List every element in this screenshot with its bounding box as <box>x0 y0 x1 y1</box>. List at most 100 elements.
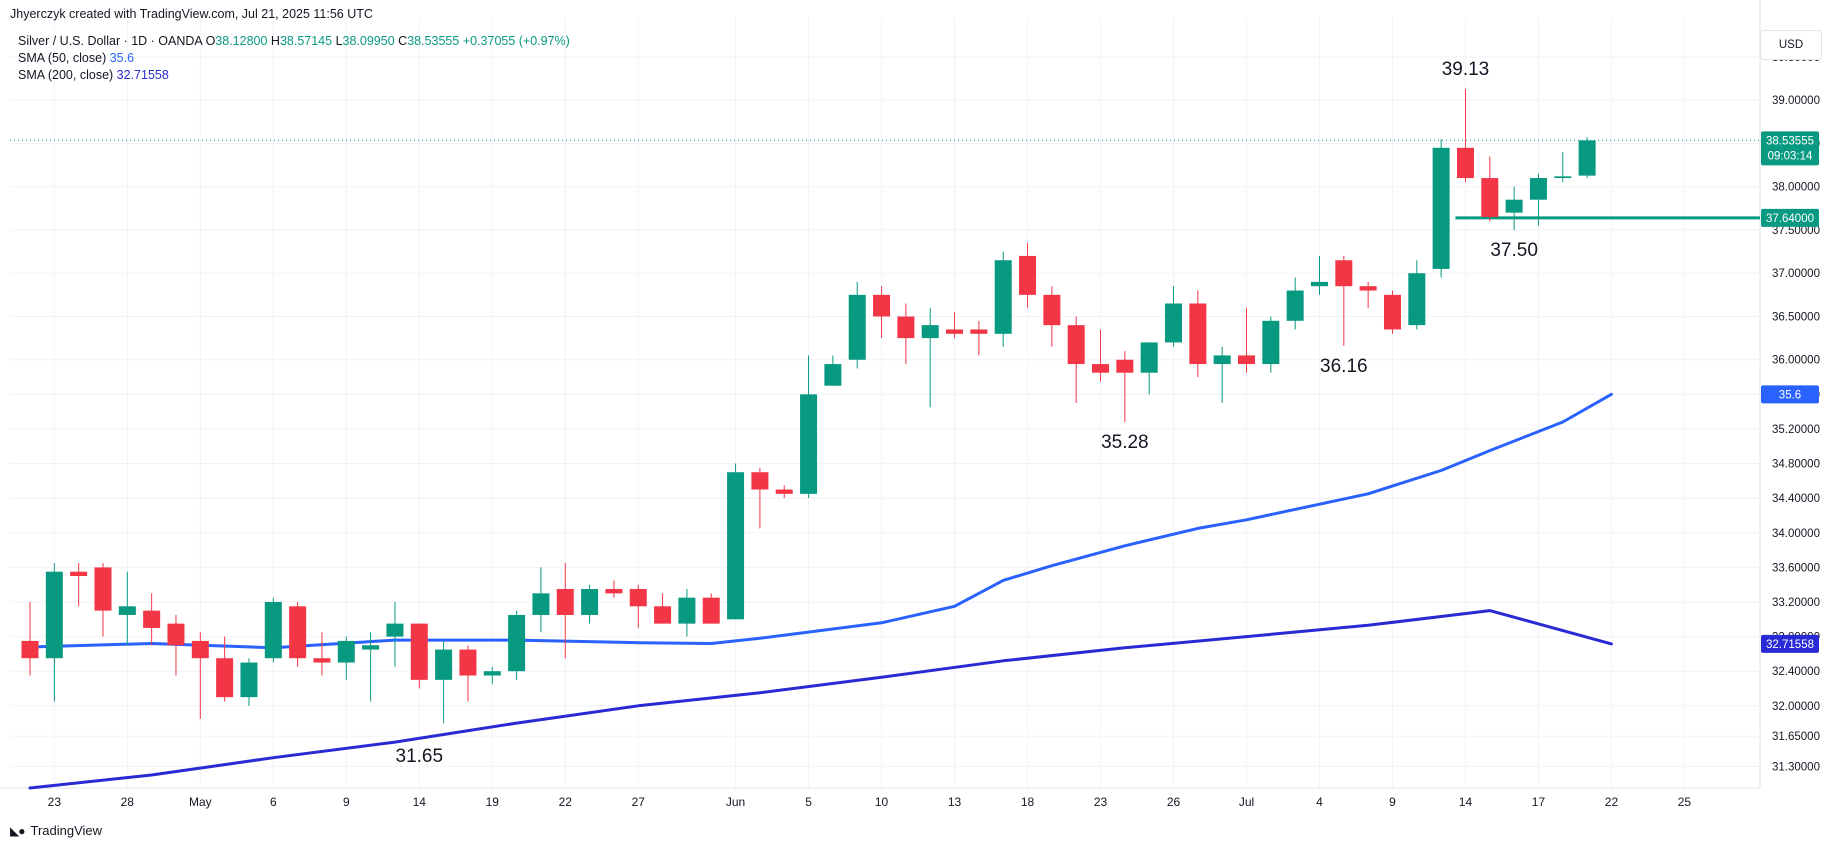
candle-body <box>191 640 209 659</box>
currency-button[interactable]: USD <box>1760 30 1822 60</box>
candle-body <box>483 671 501 676</box>
candle-body <box>994 260 1012 334</box>
candle-body <box>873 294 891 317</box>
x-tick-label: 14 <box>1459 795 1473 809</box>
candle <box>313 632 331 676</box>
candle-body <box>118 606 136 615</box>
x-tick-label: 5 <box>805 795 812 809</box>
candle <box>824 355 842 386</box>
candle-body <box>775 489 793 494</box>
candle <box>1554 152 1572 183</box>
candle <box>1481 156 1499 222</box>
candle-body <box>167 623 185 646</box>
candle <box>654 593 672 624</box>
x-tick-label: 23 <box>48 795 62 809</box>
candle-body <box>1432 147 1450 269</box>
candle <box>1505 186 1523 230</box>
y-tick-label: 35.20000 <box>1772 424 1820 436</box>
candle-body <box>1335 260 1353 287</box>
candle <box>118 571 136 646</box>
candle <box>727 463 745 620</box>
candle-body <box>1238 355 1255 365</box>
candle <box>1286 277 1304 330</box>
candle-body <box>629 589 647 607</box>
candle <box>1310 255 1328 295</box>
candle <box>532 567 550 633</box>
candle-body <box>435 649 453 680</box>
symbol-legend[interactable]: Silver / U.S. Dollar · 1D · OANDA O38.12… <box>18 34 570 48</box>
candle <box>1019 242 1037 308</box>
x-tick-label: 19 <box>486 795 500 809</box>
candle <box>435 640 453 724</box>
sma200-price-tag-bg <box>1761 634 1819 653</box>
candle-body <box>508 614 526 672</box>
x-tick-label: Jul <box>1239 795 1254 809</box>
x-tick-label: 9 <box>1389 795 1396 809</box>
attribution: Jhyerczyk created with TradingView.com, … <box>10 7 373 21</box>
candle-body <box>946 329 964 334</box>
candle-body <box>970 329 988 334</box>
support-price-tag: 37.64000 <box>1766 213 1814 225</box>
candle-body <box>1578 140 1596 176</box>
sma200-label: SMA (200, close) <box>18 68 114 82</box>
x-tick-label: 25 <box>1678 795 1692 809</box>
candle-body <box>1359 286 1377 291</box>
price-annotation: 35.28 <box>1101 432 1149 453</box>
ohlc-open: O38.12800 <box>205 34 268 48</box>
footer-brand[interactable]: ◣● TradingView <box>10 823 102 838</box>
x-tick-label: 9 <box>343 795 350 809</box>
sma200-line <box>28 609 1613 790</box>
candle-body <box>21 640 39 659</box>
x-tick-label: 6 <box>270 795 277 809</box>
candle-body <box>1286 290 1304 321</box>
y-tick-label: 34.80000 <box>1772 459 1820 471</box>
candle-body <box>410 623 428 680</box>
candle <box>775 485 793 499</box>
candle-body <box>1043 294 1061 326</box>
candle <box>1359 281 1377 308</box>
candle-body <box>45 571 63 659</box>
candle <box>1383 290 1401 334</box>
y-tick-label: 32.40000 <box>1772 666 1820 678</box>
candle-body <box>654 606 672 624</box>
candle-body <box>1019 255 1037 295</box>
sma50-price-tag: 35.6 <box>1779 389 1801 401</box>
candle-body <box>1213 355 1231 365</box>
candle <box>94 563 112 637</box>
candle-body <box>1165 303 1183 343</box>
symbol-title: Silver / U.S. Dollar · 1D · OANDA <box>18 34 203 48</box>
candle-body <box>386 623 404 637</box>
sma50-legend[interactable]: SMA (50, close) 35.6 <box>18 51 134 65</box>
candle-body <box>1140 342 1158 373</box>
x-tick-label: 18 <box>1021 795 1035 809</box>
price-annotation: 36.16 <box>1320 356 1368 377</box>
candle <box>70 563 88 607</box>
candle <box>508 610 526 680</box>
sma200-price-tag: 32.71558 <box>1766 639 1814 651</box>
candle-body <box>1481 178 1499 217</box>
candle-body <box>751 472 769 490</box>
last-price-tag-bg <box>1761 131 1819 166</box>
x-tick-label: 4 <box>1316 795 1323 809</box>
y-tick-label: 39.00000 <box>1772 95 1820 107</box>
candle <box>1335 255 1353 346</box>
candle <box>556 563 574 659</box>
tradingview-logo-icon: ◣● <box>10 823 26 838</box>
x-tick-label: Jun <box>726 795 745 809</box>
candle <box>1043 286 1061 347</box>
x-tick-label: 10 <box>875 795 889 809</box>
candle <box>897 303 915 365</box>
candle <box>1408 260 1426 330</box>
y-tick-label: 38.00000 <box>1772 182 1820 194</box>
sma200-legend[interactable]: SMA (200, close) 32.71558 <box>18 68 169 82</box>
candle <box>1578 137 1596 179</box>
candle <box>629 584 647 628</box>
candle-body <box>921 325 939 339</box>
y-tick-label: 33.20000 <box>1772 597 1820 609</box>
candle-body <box>70 571 88 577</box>
y-tick-label: 31.30000 <box>1772 761 1820 773</box>
last-price-tag-countdown: 09:03:14 <box>1768 150 1813 162</box>
candle <box>289 601 307 667</box>
candle-body <box>143 610 161 628</box>
